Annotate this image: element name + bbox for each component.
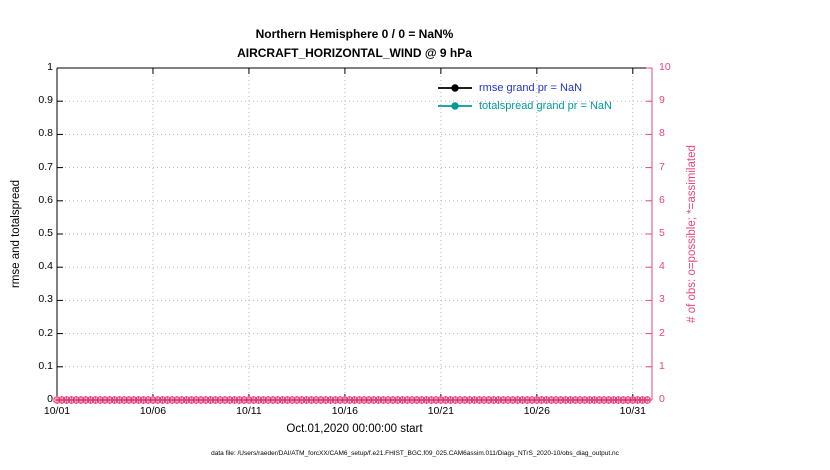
y-tick-label-right: 7	[659, 160, 665, 173]
legend: rmse grand pr = NaN totalspread grand pr…	[437, 79, 612, 115]
x-tick-label: 10/11	[236, 405, 262, 417]
title-line2: AIRCRAFT_HORIZONTAL_WIND @ 9 hPa	[237, 46, 472, 60]
x-tick-label: 10/01	[43, 405, 71, 417]
y-tick-label-right: 9	[659, 94, 665, 107]
y-tick-label-right: 2	[659, 326, 665, 339]
y-tick-label-left: 0.4	[38, 260, 53, 273]
y-tick-label-left: 0.6	[38, 193, 53, 206]
axis-ticks	[56, 67, 652, 401]
y-tick-label-right: 5	[659, 227, 665, 239]
legend-row-rmse: rmse grand pr = NaN	[437, 79, 612, 97]
y-tick-label-left: 0.1	[38, 359, 53, 372]
obs-markers	[53, 396, 651, 404]
y-tick-label-left: 1	[47, 61, 53, 73]
y-tick-label-left: 0.9	[38, 94, 53, 107]
gridlines	[57, 68, 652, 400]
y-tick-label-right: 4	[659, 260, 665, 273]
y-tick-label-right: 6	[659, 193, 665, 206]
legend-label-rmse: rmse grand pr = NaN	[479, 82, 583, 94]
x-axis-label: Oct.01,2020 00:00:00 start	[286, 423, 423, 435]
legend-line-sample-rmse	[438, 84, 472, 92]
y-tick-label-left: 0.7	[38, 160, 53, 173]
y-tick-label-right: 10	[659, 61, 671, 73]
legend-row-totalspread: totalspread grand pr = NaN	[437, 97, 612, 115]
footer-caption: data file: /Users/raeder/DAI/ATM_forcXX/…	[211, 450, 619, 457]
y-tick-label-left: 0	[47, 393, 53, 405]
y-tick-label-right: 1	[659, 359, 665, 372]
legend-label-totalspread: totalspread grand pr = NaN	[479, 100, 612, 112]
x-tick-label: 10/31	[619, 405, 646, 417]
legend-marker-dot	[451, 84, 459, 92]
y-tick-label-right: 0	[659, 393, 665, 405]
legend-marker-dot	[451, 102, 459, 110]
y-tick-label-right: 8	[659, 127, 665, 140]
x-tick-label: 10/06	[139, 405, 167, 417]
y-tick-label-right: 3	[659, 293, 665, 306]
legend-line-sample-totalspread	[438, 102, 472, 110]
y-tick-label-left: 0.3	[38, 293, 53, 306]
y-tick-label-left: 0.2	[38, 326, 53, 339]
axis-box	[56, 67, 653, 401]
x-tick-label: 10/16	[331, 405, 359, 417]
x-tick-label: 10/26	[523, 405, 550, 417]
title-line1: Northern Hemisphere 0 / 0 = NaN%	[255, 27, 454, 41]
x-tick-label: 10/21	[427, 405, 454, 417]
y-tick-label-left: 0.8	[38, 127, 53, 140]
y-tick-label-left: 0.5	[38, 227, 53, 239]
